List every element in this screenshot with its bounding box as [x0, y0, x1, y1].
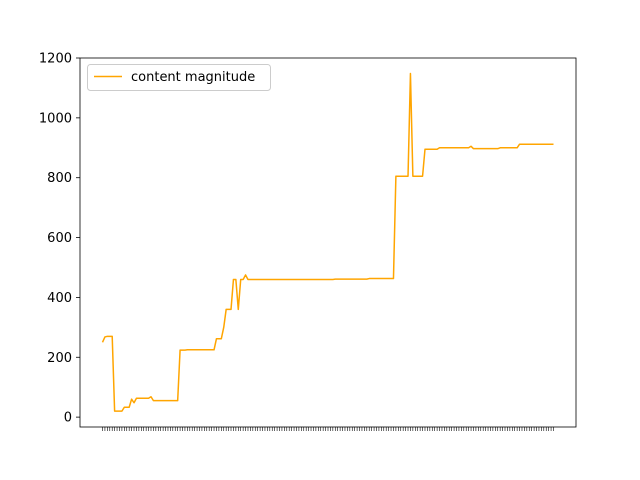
y-tick-label: 1200 — [39, 52, 72, 67]
y-tick-label: 800 — [47, 171, 72, 186]
y-tick-label: 600 — [47, 231, 72, 246]
series-line-content-magnitude — [101, 72, 554, 412]
legend: content magnitude — [87, 64, 271, 91]
legend-box — [87, 64, 271, 91]
y-tick-label: 1000 — [39, 111, 72, 126]
plot-area-frame — [79, 57, 577, 428]
y-tick-label: 0 — [64, 411, 72, 426]
y-tick-label: 400 — [47, 291, 72, 306]
legend-label: content magnitude — [131, 70, 255, 85]
y-axis: 0 200 400 600 800 1000 1200 — [39, 52, 80, 426]
y-tick-label: 200 — [47, 351, 72, 366]
x-axis-ticks — [102, 427, 554, 431]
